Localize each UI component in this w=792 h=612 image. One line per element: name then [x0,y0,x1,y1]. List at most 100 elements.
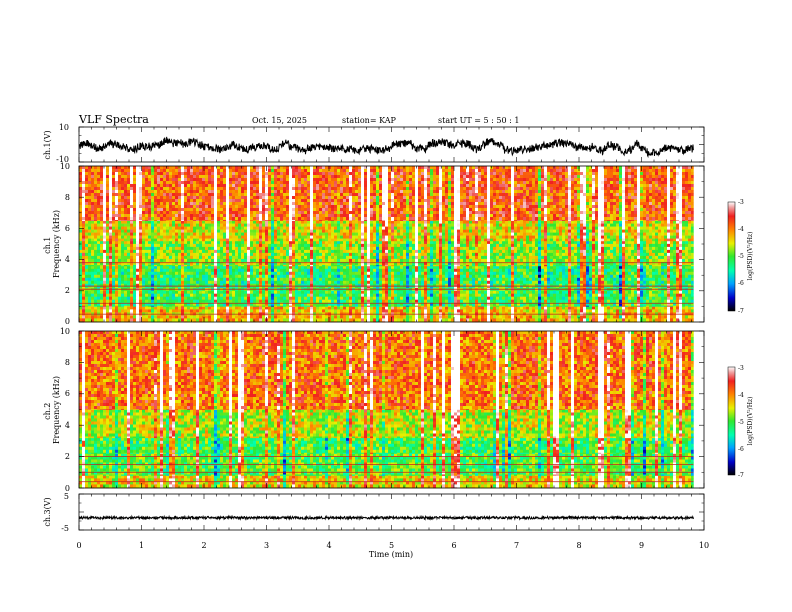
spectrogram-cell [637,315,641,319]
spectrogram-cell [493,309,497,313]
spectrogram-cell [541,315,545,319]
waveform-line [78,136,694,159]
spectrogram-cell [562,280,566,285]
spectrogram-cell [172,306,176,310]
spectrogram-cell [661,315,665,319]
spectrogram-cell [256,299,260,303]
spectrogram-cell [202,286,206,288]
spectrogram-cell [136,318,140,322]
spectrogram-cell [184,306,188,310]
spectrogram-cell [475,305,479,307]
spectrogram-cell [331,243,335,248]
spectrogram-cell [121,296,125,300]
spectrogram-cell [442,268,446,273]
spectrogram-cell [346,309,350,313]
spectrogram-cell [346,271,350,276]
spectrogram-cell [262,271,266,276]
spectrogram-cell [400,268,404,273]
spectrogram-cell [490,296,494,300]
spectrogram-cell [88,309,92,313]
spectrogram-cell [679,280,683,285]
spectrogram-cell [628,280,632,285]
spectrogram-cell [388,277,392,282]
spectrogram-cell [667,265,671,270]
spectrogram-cell [430,271,434,276]
spectrogram-cell [481,240,485,245]
spectrogram-cell [136,302,140,306]
spectrogram-cell [490,274,494,279]
spectrogram-cell [379,305,383,307]
spectrogram-cell [97,290,101,294]
spectrogram-cell [601,293,605,297]
spectrogram-cell [121,280,125,285]
spectrogram-cell [631,274,635,279]
spectrogram-cell [532,277,536,282]
spectrogram-cell [202,280,206,285]
spectrogram-cell [163,274,167,279]
spectrogram-cell [421,277,425,282]
spectrogram-cell [418,299,422,303]
spectrogram-cell [634,280,638,285]
spectrogram-cell [394,246,398,251]
spectrogram-cell [568,268,572,273]
spectrogram-cell [295,286,299,288]
spectrogram-cell [685,265,689,270]
spectrogram-cell [331,271,335,276]
spectrogram-cell [79,283,83,288]
spectrogram-cell [205,277,209,282]
spectrogram-cell [178,299,182,303]
spectrogram-cell [391,306,395,310]
spectrogram-cell [592,296,596,300]
spectrogram-cell [250,293,254,297]
spectrogram-cell [79,290,83,294]
spectrogram-cell [226,296,230,300]
spectrogram-cell [580,283,584,288]
spectrogram-cell [136,274,140,279]
spectrogram-cell [493,306,497,310]
spectrogram-cell [319,302,323,306]
spectrogram-cell [220,283,224,288]
spectrogram-cell [688,305,692,307]
spectrogram-cell [208,293,212,297]
spectrogram-cell [658,265,662,270]
spectrogram-cell [565,286,569,288]
spectrogram-cell [661,309,665,313]
spectrogram-cell [211,296,215,300]
spectrogram-cell [646,243,650,248]
spectrogram-cell [88,318,92,322]
spectrogram-cell [490,271,494,276]
spectrogram-cell [646,283,650,288]
spectrogram-cell [118,290,122,294]
spectrogram-cell [115,268,119,273]
spectrogram-cell [199,293,203,297]
spectrogram-cell [568,315,572,319]
spectrogram-cell [238,305,242,307]
spectrogram-cell [580,306,584,310]
spectrogram-cell [367,240,371,245]
spectrogram-cell [307,318,311,322]
spectrogram-cell [565,309,569,313]
spectrogram-cell [406,299,410,303]
spectrogram-cell [370,265,374,270]
spectrogram-cell [469,283,473,288]
spectrogram-cell [583,296,587,300]
spectrogram-cell [292,243,296,248]
spectrogram-cell [139,305,143,307]
spectrogram-cell [484,305,488,307]
spectrogram-cell [385,277,389,282]
spectrogram-cell [475,309,479,313]
spectrogram-cell [580,286,584,288]
spectrogram-cell [490,280,494,285]
spectrogram-cell [211,286,215,288]
spectrogram-cell [583,293,587,297]
spectrogram-cell [241,302,245,306]
spectrogram-cell [340,243,344,248]
spectrogram-cell [661,277,665,282]
spectrogram-cell [145,268,149,273]
spectrogram-cell [118,306,122,310]
spectrogram-cell [385,309,389,313]
spectrogram-cell [349,305,353,307]
spectrogram-cell [172,243,176,248]
spectrogram-cell [91,299,95,303]
spectrogram-cell [505,293,509,297]
